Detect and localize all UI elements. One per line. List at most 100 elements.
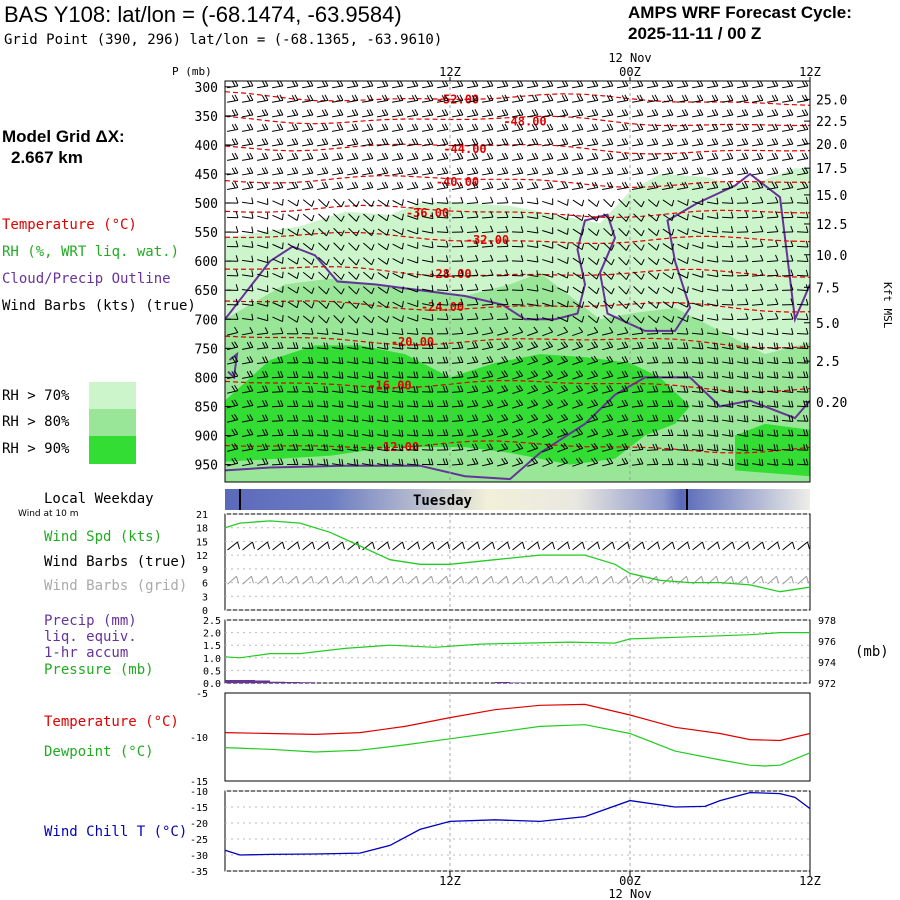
wind-barb-feather	[686, 257, 689, 264]
wind-barb-shaft	[766, 172, 779, 176]
wind-barb	[721, 226, 734, 233]
wind-barb-feather	[401, 257, 404, 264]
wind-barb-feather	[804, 152, 809, 159]
wind-barb-feather	[654, 181, 659, 188]
wind-barb-feather	[761, 444, 764, 452]
wind-barb	[331, 429, 344, 437]
wind-barb-shaft	[286, 187, 299, 190]
wind-barb	[511, 181, 524, 190]
wind-barb-feather	[234, 123, 239, 130]
wind-barb-feather	[371, 229, 375, 236]
wind-barb-shaft	[646, 362, 659, 364]
wind-barb-shaft	[676, 420, 689, 422]
wind-barb-feather	[671, 258, 675, 265]
wind-barb-feather	[398, 444, 401, 451]
wind-barb-feather	[593, 399, 599, 406]
wind-barb-feather	[716, 400, 719, 408]
wind-barb-feather	[413, 356, 416, 364]
wind-barb-shaft	[587, 375, 598, 380]
wind-barb-feather	[760, 283, 764, 290]
wind-barb-shaft	[227, 375, 238, 380]
wind-barb-feather	[309, 152, 314, 159]
height-tick-label: 10.0	[816, 249, 847, 264]
wind-barb-shaft	[691, 99, 704, 103]
wind-barb-shaft	[333, 198, 342, 208]
wind-barb-feather	[774, 138, 779, 145]
wind-barb	[633, 213, 645, 222]
wind-barb-feather	[249, 385, 254, 392]
wind-barb-shaft	[346, 158, 359, 161]
wind-barb	[406, 458, 419, 466]
wind-barb	[242, 385, 254, 394]
wind-barb-shaft	[256, 172, 269, 176]
wind-barb-feather	[621, 81, 626, 87]
wind-barb-shaft	[661, 158, 674, 161]
wind-barb	[751, 123, 764, 132]
wind-barb-feather	[251, 284, 254, 292]
wind-barb-feather	[804, 138, 809, 145]
wind-barb	[331, 181, 344, 190]
wind-barb-feather	[277, 342, 281, 349]
wind-barb-shaft	[706, 143, 719, 147]
wind-barb-feather	[581, 286, 585, 294]
wind-barb-shaft	[766, 332, 779, 336]
wind-barb-feather	[279, 181, 284, 188]
wind-barb	[466, 399, 479, 408]
wind-barb-feather	[609, 109, 614, 116]
wind-barb-feather	[743, 357, 746, 364]
wind-barb-shaft	[241, 201, 254, 205]
wind-barb	[541, 109, 554, 118]
wind-barb-feather	[460, 370, 464, 378]
wind-barb-feather	[282, 271, 284, 278]
wind-barb-shaft	[272, 287, 283, 293]
wind-barb	[481, 167, 494, 176]
wind-barb-shaft	[363, 199, 372, 208]
wind-barb-true-feather	[777, 541, 780, 550]
wind-barb	[796, 240, 809, 248]
wind-barb-feather	[246, 371, 251, 378]
wind-barb-true	[542, 541, 553, 551]
wind-barb	[751, 342, 764, 350]
wind-barb	[542, 227, 554, 235]
wind-barb	[571, 123, 584, 132]
wind-barb-feather	[771, 182, 776, 189]
wind-barb	[271, 181, 284, 190]
wind-barb-feather	[441, 81, 446, 87]
wind-barb-feather	[729, 123, 734, 130]
wind-barb-feather	[235, 284, 239, 291]
wind-barb	[721, 197, 734, 204]
height-axis-title: Kft MSL	[881, 282, 894, 329]
wind-barb	[331, 386, 344, 394]
wind-barb-feather	[729, 167, 734, 174]
wind-barb-feather	[805, 197, 809, 204]
wind-barb-feather	[624, 370, 629, 377]
wind-barb-feather	[353, 356, 356, 364]
wind-barb-grid	[497, 575, 507, 585]
wind-barb-shaft	[633, 227, 642, 237]
wind-barb-feather	[386, 357, 389, 364]
wind-barb-shaft	[618, 300, 627, 309]
wind-barb-feather	[775, 312, 779, 320]
wind-barb-feather	[788, 385, 791, 393]
wind-barb-feather	[621, 385, 626, 392]
wind-barb-shaft	[316, 332, 329, 335]
wind-barb-shaft	[796, 99, 809, 103]
wind-barb-shaft	[466, 99, 479, 103]
wind-barb	[482, 341, 494, 350]
wind-barb	[497, 428, 509, 438]
wind-barb-feather	[235, 269, 239, 276]
wind-barb	[751, 138, 764, 147]
wind-barb-feather	[356, 415, 359, 422]
wind-barb-feather	[486, 443, 491, 450]
wind-barb-feather	[460, 269, 464, 276]
wind-barb	[287, 243, 300, 250]
wind-barb	[391, 328, 404, 336]
wind-barb-shaft	[287, 272, 298, 280]
wind-barb-shaft	[421, 128, 434, 132]
wind-barb	[796, 123, 809, 132]
wind-barb-feather	[416, 458, 419, 466]
wind-panel-frame	[224, 513, 811, 611]
wind-barb-shaft	[361, 187, 374, 190]
wind-barb-feather	[401, 458, 404, 466]
wind-barb-feather	[791, 415, 794, 422]
